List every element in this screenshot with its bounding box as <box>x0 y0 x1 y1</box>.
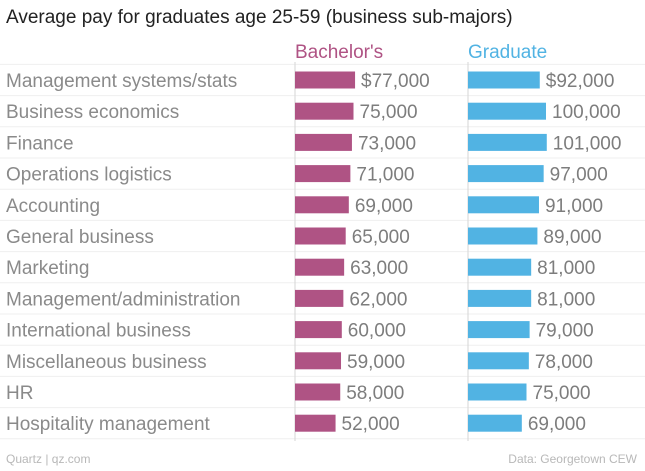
bar-bachelors <box>295 196 349 214</box>
bar-bachelors <box>295 227 346 245</box>
bar-graduate <box>468 414 522 432</box>
data-label: 59,000 <box>347 352 405 373</box>
bar-bachelors <box>295 71 356 89</box>
bar-bachelors <box>295 258 345 276</box>
bar-bachelors <box>295 289 344 307</box>
data-label: 73,000 <box>358 133 416 154</box>
category-label: Management/administration <box>6 289 240 310</box>
bar-graduate <box>468 321 530 339</box>
category-label: General business <box>6 227 154 248</box>
chart-title: Average pay for graduates age 25-59 (bus… <box>6 7 513 28</box>
bar-graduate <box>468 289 532 307</box>
bar-bachelors <box>295 352 342 370</box>
bar-graduate <box>468 102 546 120</box>
bar-bachelors <box>295 321 342 339</box>
category-label: Miscellaneous business <box>6 352 207 373</box>
data-label: 81,000 <box>537 289 595 310</box>
data-label: $92,000 <box>546 71 615 92</box>
data-label: 75,000 <box>533 383 591 404</box>
bar-graduate <box>468 383 527 401</box>
data-label: 62,000 <box>349 289 407 310</box>
legend-label-graduate: Graduate <box>468 42 547 63</box>
bar-bachelors <box>295 133 352 151</box>
category-label: Operations logistics <box>6 165 172 186</box>
data-label: 58,000 <box>346 383 404 404</box>
footer-source-right: Data: Georgetown CEW <box>508 452 637 466</box>
data-label: 79,000 <box>536 321 594 342</box>
data-label: 81,000 <box>537 258 595 279</box>
data-label: 101,000 <box>553 133 622 154</box>
category-label: International business <box>6 321 191 342</box>
data-label: 75,000 <box>360 102 418 123</box>
data-label: 69,000 <box>355 196 413 217</box>
category-label: Marketing <box>6 258 89 279</box>
data-label: 78,000 <box>535 352 593 373</box>
bar-graduate <box>468 258 532 276</box>
data-label: 69,000 <box>528 414 586 435</box>
bar-bachelors <box>295 383 341 401</box>
bar-bachelors <box>295 102 354 120</box>
bar-bachelors <box>295 165 351 183</box>
bar-graduate <box>468 227 538 245</box>
data-label: 60,000 <box>348 321 406 342</box>
category-label: Finance <box>6 133 74 154</box>
category-label: Business economics <box>6 102 179 123</box>
legend-label-bachelors: Bachelor's <box>295 42 383 63</box>
category-label: Management systems/stats <box>6 71 237 92</box>
bar-graduate <box>468 133 547 151</box>
category-label: HR <box>6 383 33 404</box>
bar-graduate <box>468 352 529 370</box>
data-label: 63,000 <box>350 258 408 279</box>
footer-source-left: Quartz | qz.com <box>6 452 91 466</box>
data-label: 100,000 <box>552 102 621 123</box>
bar-graduate <box>468 165 544 183</box>
bar-graduate <box>468 196 539 214</box>
data-label: 71,000 <box>356 165 414 186</box>
data-label: 65,000 <box>352 227 410 248</box>
data-label: 91,000 <box>545 196 603 217</box>
data-label: 97,000 <box>550 165 608 186</box>
data-label: 89,000 <box>543 227 601 248</box>
data-label: $77,000 <box>361 71 430 92</box>
data-label: 52,000 <box>342 414 400 435</box>
category-label: Accounting <box>6 196 100 217</box>
bar-graduate <box>468 71 540 89</box>
category-label: Hospitality management <box>6 414 211 435</box>
bar-bachelors <box>295 414 336 432</box>
